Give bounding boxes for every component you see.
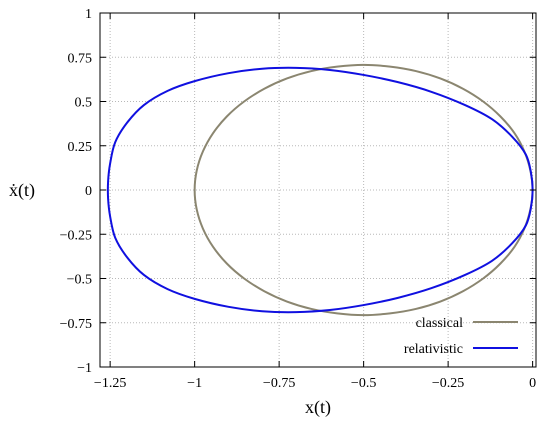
x-tick-label: −0.5	[351, 376, 376, 391]
ticks: −1.25 −1 −0.75 −0.5 −0.25 0−1−0.75−0.5−0.2500…	[60, 7, 537, 391]
x-tick-label: 0	[529, 376, 536, 391]
x-axis-label: x(t)	[305, 397, 331, 418]
y-tick-label: −0.75	[60, 317, 92, 332]
legend-label-relativistic: relativistic	[404, 342, 463, 357]
y-tick-label: 0.75	[68, 51, 93, 66]
x-tick-label: −0.25	[432, 376, 464, 391]
legend: classical relativistic	[404, 316, 518, 357]
x-tick-label: −1	[187, 376, 202, 391]
y-tick-label: 0.5	[75, 96, 93, 111]
series-layer	[106, 63, 534, 317]
series-line-classical	[193, 63, 534, 317]
y-tick-label: 1	[85, 7, 92, 22]
y-tick-label: 0	[85, 184, 92, 199]
y-tick-label: −1	[77, 361, 92, 376]
legend-label-classical: classical	[416, 316, 464, 331]
y-tick-label: −0.25	[60, 228, 92, 243]
y-axis-label: ẋ(t)	[9, 180, 35, 201]
y-tick-label: −0.5	[67, 273, 92, 288]
y-tick-label: 0.25	[68, 140, 93, 155]
x-tick-label: −0.75	[263, 376, 295, 391]
series-line-relativistic	[106, 66, 534, 314]
x-tick-label: −1.25	[94, 376, 126, 391]
